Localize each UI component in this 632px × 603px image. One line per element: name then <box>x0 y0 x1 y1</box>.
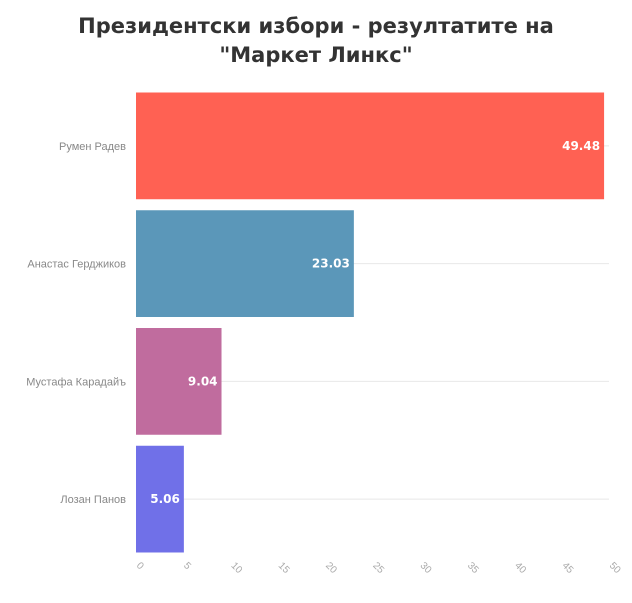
x-tick-label: 10 <box>228 560 244 576</box>
value-label: 23.03 <box>312 257 350 271</box>
x-tick-label: 30 <box>418 560 434 576</box>
x-tick-label: 35 <box>465 560 481 576</box>
x-tick-label: 5 <box>181 560 193 572</box>
value-label: 49.48 <box>562 139 600 153</box>
x-tick-label: 25 <box>370 560 386 576</box>
x-tick-label: 50 <box>607 560 623 576</box>
category-labels: Румен Радев Анастас Герджиков Мустафа Кара… <box>26 141 126 506</box>
category-label: Мустафа Карадайъ <box>26 376 126 388</box>
category-label: Лозан Панов <box>60 494 126 506</box>
x-tick-label: 45 <box>560 560 576 576</box>
x-tick-label: 40 <box>512 560 528 576</box>
bar <box>136 210 354 317</box>
bar <box>136 92 605 200</box>
category-label: Анастас Герджиков <box>27 259 126 271</box>
value-label: 5.06 <box>150 492 180 506</box>
x-tick-label: 20 <box>323 560 339 576</box>
x-tick-label: 15 <box>276 560 292 576</box>
bar <box>136 445 184 553</box>
value-label: 9.04 <box>188 374 218 388</box>
x-tick-label: 0 <box>134 560 146 572</box>
x-axis-ticks: 0 5 10 15 20 25 30 35 40 45 50 <box>134 560 623 576</box>
bars: 49.48 23.03 9.04 5.06 <box>136 92 605 553</box>
chart-title: Президентски избори - резултатите на "Ма… <box>78 14 554 67</box>
bar <box>136 328 222 435</box>
category-label: Румен Радев <box>59 141 126 153</box>
